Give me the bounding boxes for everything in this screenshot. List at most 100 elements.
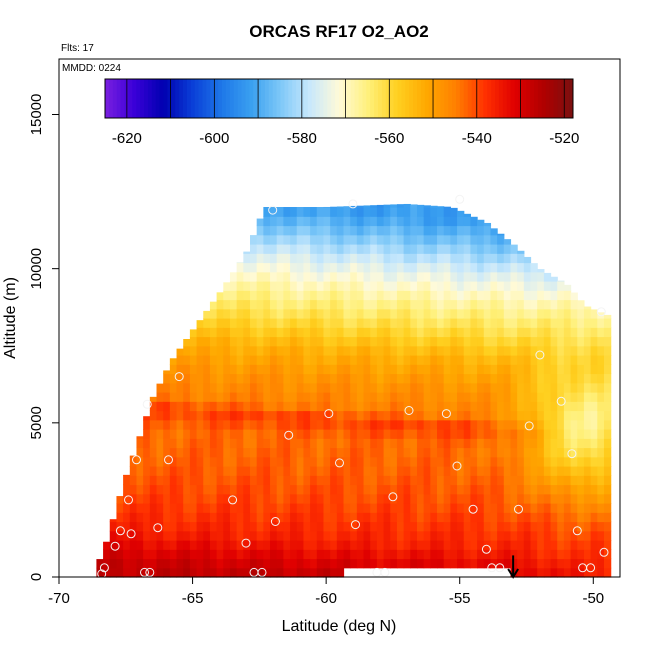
heatmap-cell bbox=[156, 512, 164, 523]
heatmap-cell bbox=[570, 410, 578, 421]
heatmap-cell bbox=[256, 225, 264, 236]
heatmap-cell bbox=[196, 401, 204, 412]
heatmap-cell bbox=[423, 558, 431, 569]
heatmap-cell bbox=[550, 410, 558, 421]
colorbar-segment bbox=[491, 79, 496, 118]
heatmap-cell bbox=[209, 567, 218, 578]
heatmap-cell bbox=[537, 271, 545, 282]
heatmap-cell bbox=[363, 392, 371, 402]
heatmap-cell bbox=[183, 503, 191, 513]
heatmap-cell bbox=[557, 456, 565, 467]
heatmap-cell bbox=[116, 530, 124, 541]
heatmap-cell bbox=[410, 503, 418, 513]
heatmap-cell bbox=[263, 262, 271, 273]
heatmap-cell bbox=[517, 262, 525, 273]
heatmap-cell bbox=[390, 216, 398, 227]
heatmap-cell bbox=[296, 419, 305, 430]
heatmap-cell bbox=[503, 382, 512, 393]
heatmap-cell bbox=[416, 503, 425, 513]
heatmap-cell bbox=[603, 484, 612, 495]
colorbar-segment bbox=[561, 79, 566, 118]
colorbar-segment bbox=[530, 79, 535, 118]
colorbar-segment bbox=[198, 79, 203, 118]
heatmap-cell bbox=[209, 475, 218, 486]
heatmap-cell bbox=[343, 438, 351, 449]
heatmap-cell bbox=[503, 281, 512, 291]
heatmap-cell bbox=[270, 549, 278, 560]
heatmap-cell bbox=[530, 475, 538, 486]
heatmap-cell bbox=[276, 318, 284, 328]
heatmap-cell bbox=[383, 493, 391, 504]
heatmap-cell bbox=[129, 456, 138, 467]
heatmap-cell bbox=[517, 558, 525, 569]
heatmap-cell bbox=[223, 438, 231, 449]
heatmap-cell bbox=[550, 345, 558, 356]
heatmap-cell bbox=[103, 549, 111, 560]
heatmap-layer bbox=[96, 203, 612, 578]
heatmap-cell bbox=[296, 281, 305, 291]
heatmap-cell bbox=[183, 530, 191, 541]
heatmap-cell bbox=[376, 410, 385, 421]
heatmap-cell bbox=[176, 540, 184, 550]
heatmap-cell bbox=[396, 401, 405, 412]
heatmap-cell bbox=[457, 234, 465, 245]
heatmap-cell bbox=[283, 558, 291, 569]
heatmap-cell bbox=[523, 382, 532, 393]
heatmap-cell bbox=[376, 438, 385, 449]
heatmap-cell bbox=[236, 392, 244, 402]
heatmap-cell bbox=[396, 234, 405, 245]
heatmap-cell bbox=[176, 382, 184, 393]
heatmap-cell bbox=[123, 474, 131, 476]
heatmap-cell bbox=[437, 373, 445, 384]
heatmap-cell bbox=[236, 456, 244, 467]
heatmap-cell bbox=[403, 475, 411, 486]
heatmap-cell bbox=[577, 364, 585, 375]
heatmap-cell bbox=[243, 392, 251, 402]
heatmap-cell bbox=[437, 262, 445, 273]
heatmap-cell bbox=[156, 410, 164, 421]
heatmap-cell bbox=[316, 429, 325, 439]
heatmap-cell bbox=[463, 549, 471, 560]
heatmap-cell bbox=[256, 456, 264, 467]
heatmap-cell bbox=[229, 355, 238, 365]
heatmap-cell bbox=[376, 503, 385, 513]
heatmap-cell bbox=[503, 484, 512, 495]
heatmap-cell bbox=[276, 244, 284, 254]
heatmap-cell bbox=[563, 419, 572, 430]
heatmap-cell bbox=[223, 447, 231, 458]
heatmap-cell bbox=[483, 299, 492, 310]
heatmap-cell bbox=[550, 382, 558, 393]
heatmap-cell bbox=[376, 327, 385, 338]
heatmap-cell bbox=[457, 512, 465, 523]
colorbar-segment bbox=[514, 79, 519, 118]
heatmap-cell bbox=[323, 410, 331, 421]
heatmap-cell bbox=[443, 419, 451, 430]
heatmap-cell bbox=[229, 447, 238, 458]
heatmap-cell bbox=[396, 484, 405, 495]
heatmap-cell bbox=[597, 429, 605, 439]
heatmap-cell bbox=[470, 290, 478, 301]
heatmap-cell bbox=[236, 558, 244, 569]
heatmap-cell bbox=[343, 318, 351, 328]
heatmap-cell bbox=[176, 512, 184, 523]
y-tick-label: 10000 bbox=[28, 248, 45, 290]
heatmap-cell bbox=[523, 327, 532, 338]
heatmap-cell bbox=[330, 521, 338, 532]
heatmap-cell bbox=[583, 318, 592, 328]
heatmap-cell bbox=[243, 253, 251, 264]
heatmap-cell bbox=[356, 234, 365, 245]
heatmap-cell bbox=[450, 466, 458, 476]
heatmap-cell bbox=[229, 345, 238, 356]
heatmap-cell bbox=[403, 253, 411, 264]
heatmap-cell bbox=[583, 392, 592, 402]
heatmap-cell bbox=[530, 530, 538, 541]
heatmap-cell bbox=[410, 401, 418, 412]
heatmap-cell bbox=[410, 318, 418, 328]
heatmap-cell bbox=[336, 484, 345, 495]
heatmap-cell bbox=[189, 329, 198, 338]
heatmap-cell bbox=[583, 484, 592, 495]
heatmap-cell bbox=[343, 419, 351, 430]
heatmap-cell bbox=[470, 410, 478, 421]
heatmap-cell bbox=[196, 456, 204, 467]
heatmap-cell bbox=[497, 244, 505, 254]
